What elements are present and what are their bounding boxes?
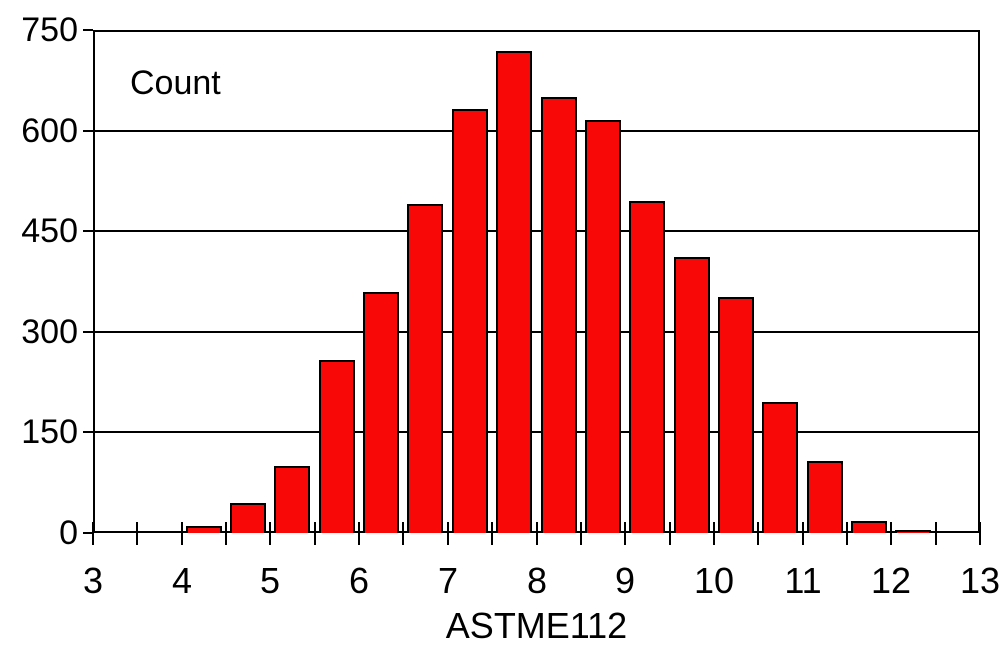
x-tick-label: 9 [614,560,636,601]
y-axis-tick [83,532,93,534]
x-tick-label: 7 [437,560,459,601]
y-axis-tick [83,29,93,31]
histogram-bar [452,109,488,533]
x-axis-tick [491,522,493,545]
x-tick-label: 11 [784,560,822,601]
x-tick-label: 13 [959,560,1000,601]
y-tick-label: 600 [21,112,78,150]
x-axis-tick [713,522,715,545]
histogram-bar [363,292,399,533]
y-axis-tick [83,331,93,333]
histogram-bar [186,526,222,533]
x-axis-tick [402,522,404,545]
histogram-bar [895,530,931,533]
x-tick-label: 8 [526,560,548,601]
plot-area [93,30,980,533]
x-axis-tick [269,522,271,545]
x-axis-tick [757,522,759,545]
x-tick-label: 3 [82,560,104,601]
x-axis-tick [314,522,316,545]
histogram-bar [674,257,710,533]
y-axis-tick [83,230,93,232]
histogram-bar [407,204,443,533]
histogram-bar [230,503,266,533]
x-axis-tick [181,522,183,545]
x-axis-tick [358,522,360,545]
x-axis-tick [802,522,804,545]
x-axis-tick [979,522,981,545]
histogram-bar [851,521,887,533]
histogram-bar [541,97,577,533]
histogram-bar [718,297,754,533]
x-axis-tick [92,522,94,545]
x-axis-tick [136,522,138,545]
x-tick-label: 6 [348,560,370,601]
y-tick-label: 150 [21,413,78,451]
x-axis-tick [624,522,626,545]
histogram-bar [496,51,532,533]
y-gridline [93,130,980,132]
histogram-bar [585,120,621,533]
x-axis-tick [580,522,582,545]
histogram-bar [319,360,355,533]
y-tick-label: 0 [59,514,78,552]
x-tick-label: 12 [870,560,912,601]
x-axis-tick [536,522,538,545]
x-tick-label: 10 [693,560,735,601]
x-tick-label: 5 [259,560,281,601]
y-axis-tick [83,431,93,433]
histogram-bar [762,402,798,533]
x-tick-label: 4 [171,560,193,601]
histogram-bar [629,201,665,533]
y-tick-label: 450 [21,212,78,250]
y-gridline [93,331,980,333]
y-gridline [93,230,980,232]
x-axis-tick [669,522,671,545]
y-gridline [93,431,980,433]
x-axis-tick [935,522,937,545]
y-tick-label: 750 [21,11,78,49]
x-axis-tick [225,522,227,545]
x-axis-tick [890,522,892,545]
y-tick-label: 300 [21,313,78,351]
histogram-bar [807,461,843,533]
histogram-bar [274,466,310,533]
count-label: Count [130,64,221,102]
x-axis-tick [846,522,848,545]
y-axis-tick [83,130,93,132]
x-axis-tick [447,522,449,545]
x-axis-title: ASTME112 [445,605,628,646]
